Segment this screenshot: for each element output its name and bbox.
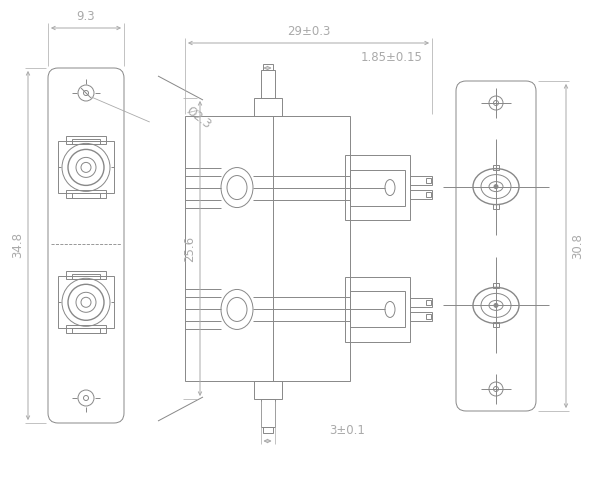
Bar	[493, 323, 499, 327]
Text: 34.8: 34.8	[11, 233, 25, 258]
Bar	[66, 326, 106, 333]
Text: 3±0.1: 3±0.1	[329, 424, 365, 437]
Bar	[66, 272, 106, 279]
Bar	[493, 204, 499, 209]
Bar	[72, 193, 100, 198]
Bar	[350, 292, 405, 327]
Bar	[58, 276, 114, 328]
Bar	[426, 192, 431, 197]
Bar	[345, 155, 410, 220]
Text: 30.8: 30.8	[571, 233, 584, 259]
Text: 1.85±0.15: 1.85±0.15	[361, 51, 423, 64]
Bar	[263, 427, 272, 433]
Bar	[410, 298, 432, 307]
Bar	[493, 283, 499, 288]
Circle shape	[494, 185, 498, 189]
Bar	[260, 399, 275, 427]
Bar	[410, 176, 432, 185]
Bar	[58, 141, 114, 193]
Bar	[66, 136, 106, 144]
Bar	[426, 178, 431, 183]
Bar	[410, 190, 432, 199]
Bar	[72, 274, 100, 279]
Circle shape	[494, 303, 498, 307]
Bar	[493, 164, 499, 169]
Bar	[254, 381, 281, 399]
Bar	[185, 116, 350, 381]
Bar	[345, 277, 410, 342]
Bar	[410, 312, 432, 321]
Text: 9.3: 9.3	[77, 10, 95, 23]
Bar	[260, 70, 275, 98]
Text: 25.6: 25.6	[184, 236, 197, 262]
Bar	[72, 328, 100, 333]
Bar	[263, 64, 272, 70]
Bar	[350, 169, 405, 206]
Text: Ø2.3: Ø2.3	[184, 104, 214, 132]
Bar	[72, 139, 100, 144]
Text: 29±0.3: 29±0.3	[287, 25, 330, 38]
Bar	[426, 300, 431, 305]
Bar	[254, 98, 281, 116]
Bar	[66, 191, 106, 198]
Bar	[426, 314, 431, 319]
